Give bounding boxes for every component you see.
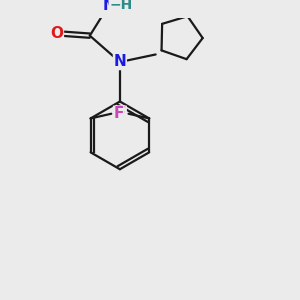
Text: N: N: [102, 0, 115, 13]
Text: −H: −H: [109, 0, 133, 12]
Text: F: F: [114, 106, 124, 121]
Text: O: O: [50, 26, 63, 41]
Text: N: N: [113, 55, 126, 70]
Text: F: F: [116, 106, 126, 121]
